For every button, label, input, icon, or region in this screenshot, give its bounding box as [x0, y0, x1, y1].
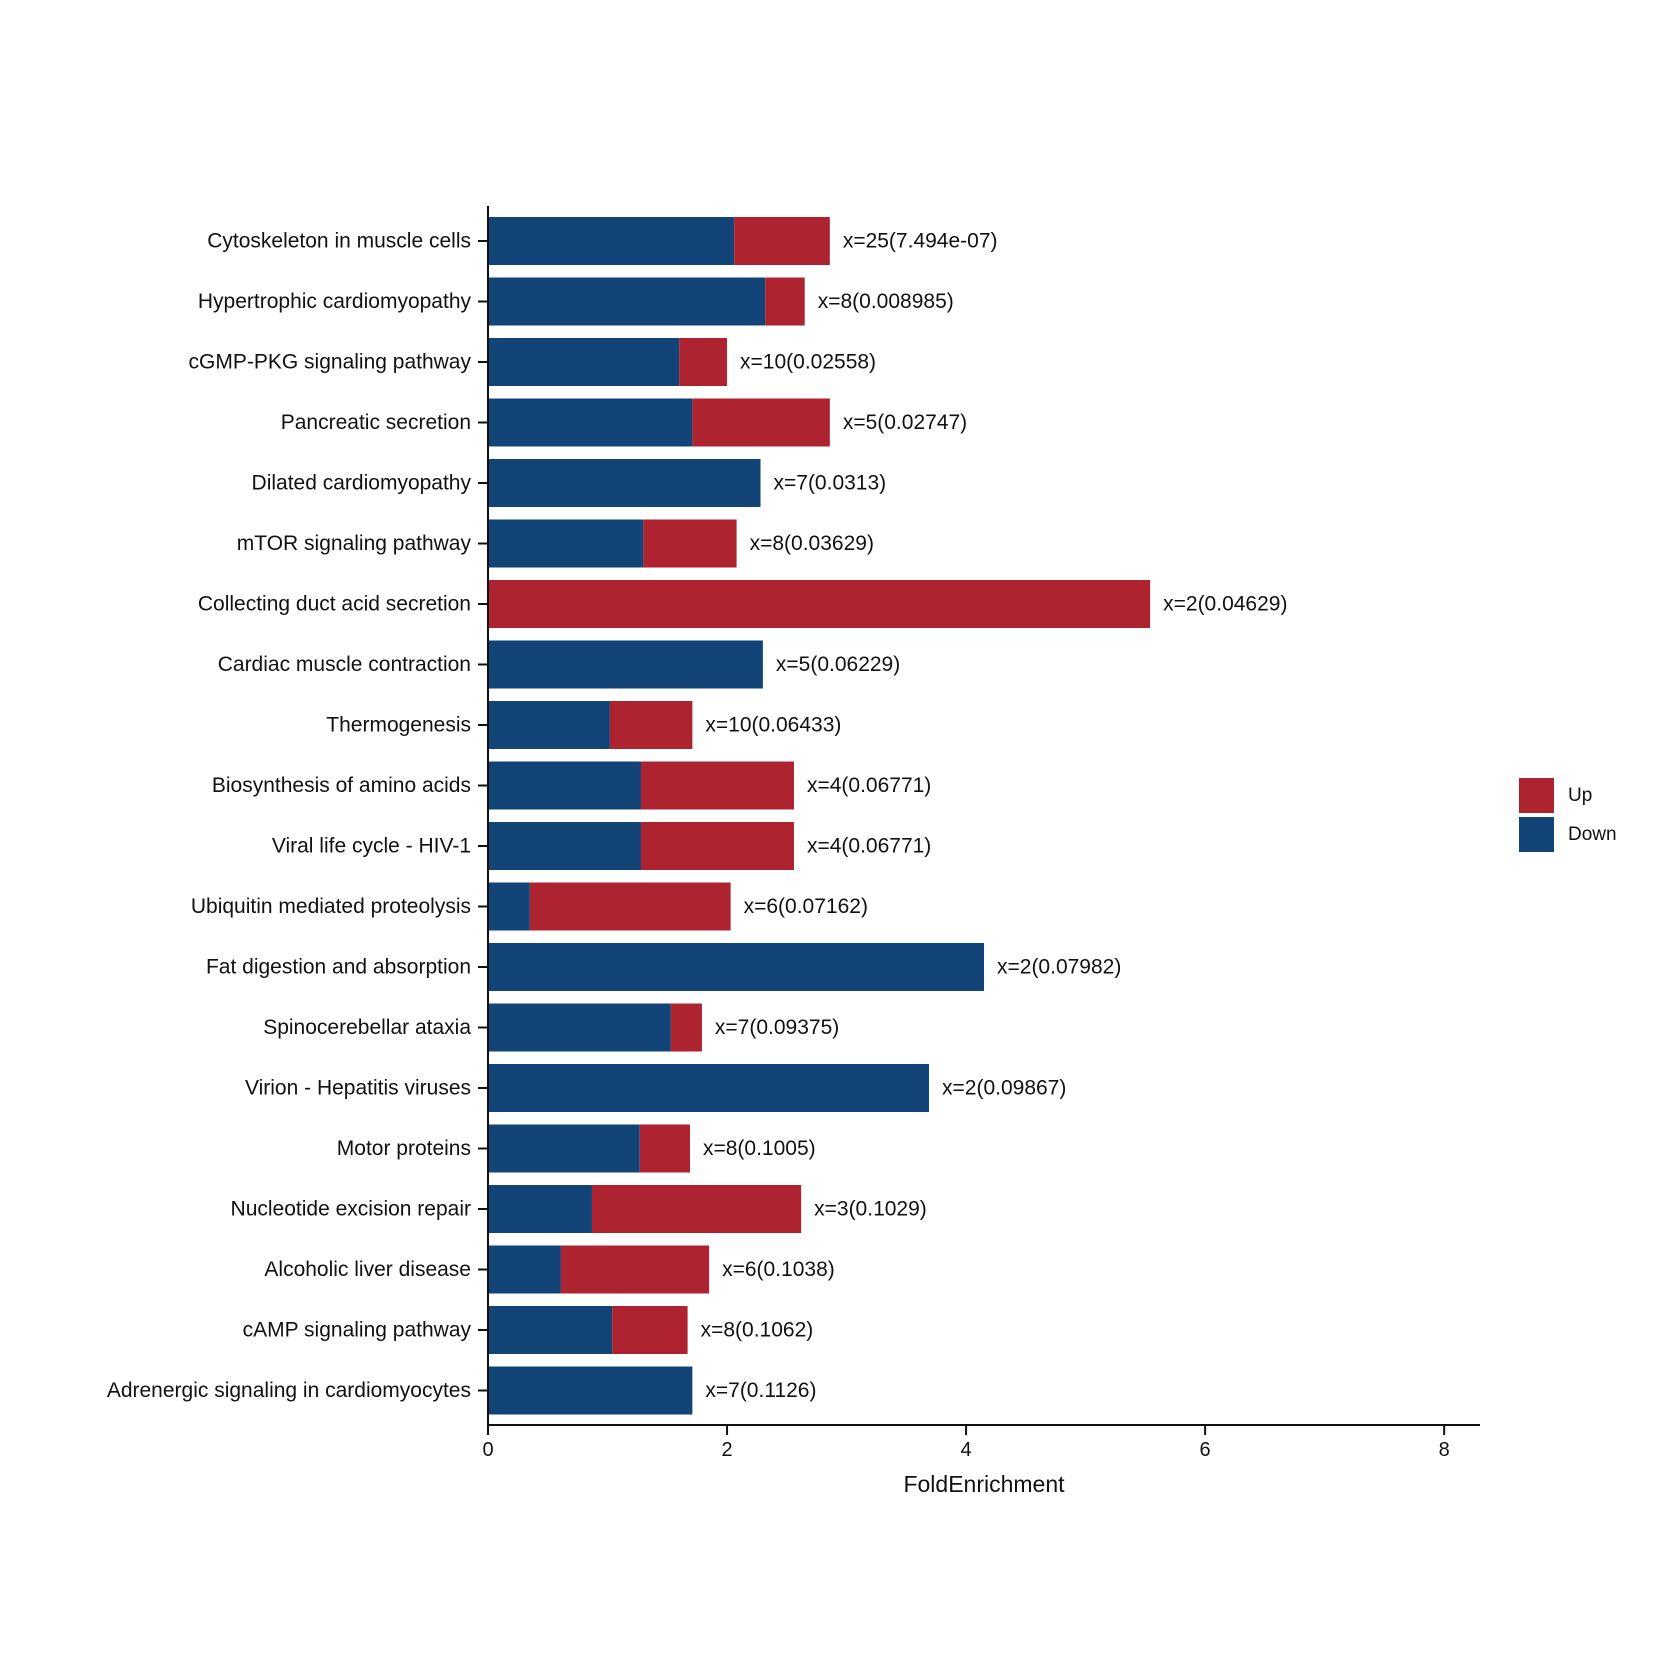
bar-down: [488, 640, 763, 689]
bar-down: [488, 338, 680, 386]
labels-layer: Cytoskeleton in muscle cells x=25(7.494e-…: [107, 230, 1288, 1403]
bar-up: [679, 338, 728, 386]
bar-value-label: x=4(0.06771): [807, 774, 931, 797]
category-label: Pancreatic secretion: [281, 411, 471, 434]
category-label: Cytoskeleton in muscle cells: [207, 230, 471, 253]
category-label: cAMP signaling pathway: [243, 1319, 472, 1342]
bar-value-label: x=3(0.1029): [814, 1198, 927, 1221]
bar-down: [488, 701, 610, 749]
category-label: Adrenergic signaling in cardiomyocytes: [107, 1379, 471, 1402]
bar-down: [488, 217, 735, 265]
bar-value-label: x=8(0.1005): [703, 1137, 816, 1160]
bar-value-label: x=6(0.1038): [722, 1258, 835, 1281]
bar-up: [560, 1245, 710, 1294]
category-label: Spinocerebellar ataxia: [263, 1016, 471, 1039]
bar-down: [488, 1064, 930, 1112]
category-label: Ubiquitin mediated proteolysis: [191, 895, 471, 918]
bar-up: [639, 1124, 690, 1173]
category-label: Motor proteins: [337, 1137, 471, 1160]
bar-up: [640, 822, 794, 870]
bar-up: [488, 580, 1151, 628]
bar-value-label: x=4(0.06771): [807, 835, 931, 858]
bar-down: [488, 398, 693, 447]
legend-label-down: Down: [1568, 824, 1617, 845]
x-tick-label: 6: [1200, 1439, 1211, 1461]
bar-down: [488, 1124, 640, 1173]
x-tick-label: 8: [1439, 1439, 1450, 1461]
legend-swatch-up: [1519, 778, 1554, 813]
bar-value-label: x=2(0.07982): [997, 956, 1121, 979]
bar-up: [734, 217, 830, 265]
bar-down: [488, 1366, 693, 1415]
legend-label-up: Up: [1568, 785, 1592, 806]
bar-value-label: x=25(7.494e-07): [843, 230, 998, 253]
legend-layer: Up Down: [1519, 778, 1617, 852]
bar-value-label: x=2(0.09867): [942, 1077, 1066, 1100]
bar-value-label: x=5(0.02747): [843, 411, 967, 434]
bar-up: [692, 398, 830, 447]
category-label: mTOR signaling pathway: [237, 532, 472, 555]
bar-value-label: x=7(0.1126): [705, 1379, 816, 1402]
bar-value-label: x=10(0.06433): [705, 714, 841, 737]
category-label: Biosynthesis of amino acids: [212, 774, 471, 797]
bar-value-label: x=2(0.04629): [1163, 593, 1287, 616]
bar-value-label: x=8(0.008985): [818, 290, 954, 313]
category-label: Fat digestion and absorption: [206, 956, 471, 979]
category-label: Nucleotide excision repair: [231, 1198, 471, 1221]
category-label: Virion - Hepatitis viruses: [245, 1077, 471, 1100]
bar-down: [488, 822, 641, 870]
category-label: Dilated cardiomyopathy: [252, 472, 472, 495]
bar-up: [612, 1306, 688, 1354]
bar-down: [488, 459, 761, 507]
category-label: Alcoholic liver disease: [264, 1258, 471, 1281]
bar-up: [609, 701, 693, 749]
bar-up: [643, 519, 737, 568]
bar-up: [765, 277, 805, 326]
bar-value-label: x=8(0.1062): [701, 1319, 814, 1342]
bar-up: [529, 882, 731, 931]
category-label: Viral life cycle - HIV-1: [272, 835, 471, 858]
axes-layer: 0 2 4 6 8 FoldEnrichment: [478, 206, 1480, 1497]
x-tick-label: 2: [721, 1439, 732, 1461]
x-tick-label: 0: [482, 1439, 493, 1461]
bar-down: [488, 1003, 671, 1052]
bar-value-label: x=10(0.02558): [740, 351, 876, 374]
bar-value-label: x=5(0.06229): [776, 653, 900, 676]
bar-down: [488, 882, 530, 931]
category-label: Collecting duct acid secretion: [198, 593, 471, 616]
legend-swatch-down: [1519, 817, 1554, 852]
category-label: Cardiac muscle contraction: [218, 653, 471, 676]
bar-down: [488, 761, 641, 810]
bar-up: [640, 761, 794, 810]
bar-value-label: x=6(0.07162): [744, 895, 868, 918]
bar-down: [488, 1306, 613, 1354]
bar-down: [488, 1185, 592, 1233]
category-label: cGMP-PKG signaling pathway: [189, 351, 472, 374]
bar-down: [488, 943, 984, 991]
category-label: Hypertrophic cardiomyopathy: [198, 290, 472, 313]
category-label: Thermogenesis: [326, 714, 471, 737]
bar-value-label: x=7(0.0313): [774, 472, 887, 495]
bar-down: [488, 277, 766, 326]
bar-up: [591, 1185, 802, 1233]
bar-up: [670, 1003, 702, 1052]
bar-down: [488, 1245, 561, 1294]
bar-down: [488, 519, 644, 568]
x-axis-title: FoldEnrichment: [903, 1471, 1065, 1497]
bar-value-label: x=7(0.09375): [715, 1016, 839, 1039]
bar-value-label: x=8(0.03629): [750, 532, 874, 555]
x-tick-label: 4: [961, 1439, 972, 1461]
bars-layer: [488, 217, 1151, 1415]
